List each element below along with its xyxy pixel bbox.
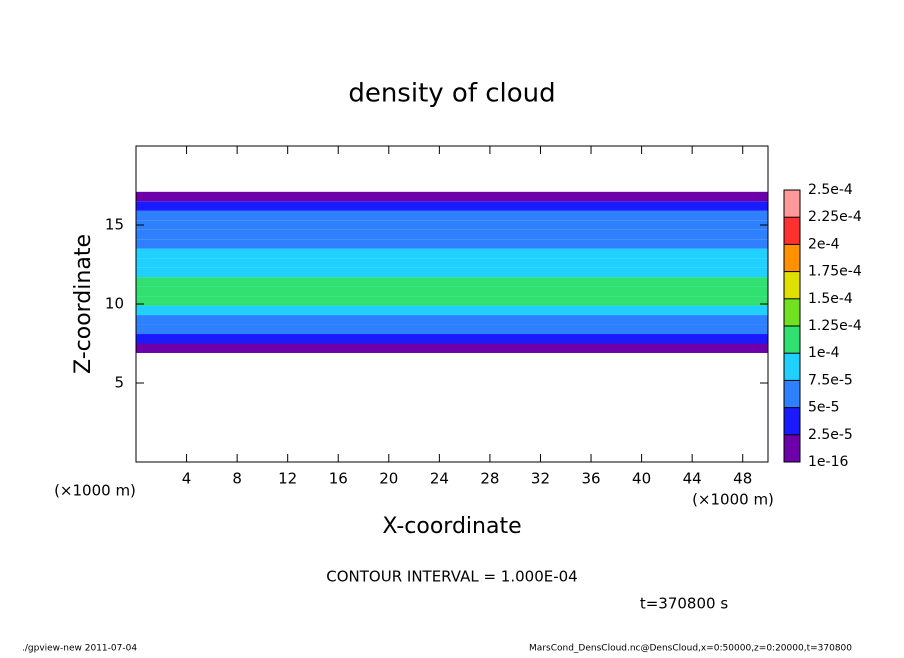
colorbar-label: 1.5e-4 [808, 291, 853, 307]
y-tick-label: 15 [105, 216, 124, 234]
y-axis-label: Z-coordinate [71, 234, 96, 374]
density-band [136, 324, 768, 335]
density-band [136, 248, 768, 259]
density-band [136, 286, 768, 297]
colorbar-label: 2.5e-5 [808, 427, 853, 443]
colorbar-label: 1.75e-4 [808, 264, 862, 280]
colorbar-swatch [784, 326, 800, 354]
x-tick-label: 32 [531, 470, 550, 488]
contour-note: CONTOUR INTERVAL = 1.000E-04 [326, 568, 577, 586]
colorbar-label: 7.5e-5 [808, 372, 853, 388]
colorbar-label: 1e-16 [808, 454, 848, 470]
x-tick-label: 48 [733, 470, 752, 488]
colorbar-swatch [784, 244, 800, 272]
density-band [136, 201, 768, 211]
y-unit: (×1000 m) [54, 482, 136, 500]
density-band [136, 305, 768, 316]
colorbar-label: 5e-5 [808, 400, 839, 416]
density-band [136, 210, 768, 221]
density-band [136, 229, 768, 240]
x-tick-label: 36 [581, 470, 600, 488]
x-tick-label: 44 [683, 470, 702, 488]
colorbar-swatch [784, 271, 800, 299]
x-tick-label: 8 [232, 470, 242, 488]
density-band [136, 220, 768, 230]
chart-title: density of cloud [348, 79, 555, 109]
x-tick-label: 40 [632, 470, 651, 488]
density-band [136, 277, 768, 287]
density-band [136, 334, 768, 344]
colorbar-label: 1e-4 [808, 345, 840, 361]
x-tick-label: 24 [430, 470, 449, 488]
density-band [136, 267, 768, 278]
density-band [136, 258, 768, 268]
colorbar-swatch [784, 190, 800, 218]
time-label: t=370800 s [640, 595, 728, 613]
footer-right: MarsCond_DensCloud.nc@DensCloud,x=0:5000… [529, 644, 852, 654]
x-tick-label: 28 [480, 470, 499, 488]
colorbar-label: 1.25e-4 [808, 318, 862, 334]
y-tick-label: 10 [105, 295, 124, 313]
colorbar-swatch [784, 407, 800, 435]
y-tick-label: 5 [114, 374, 124, 392]
colorbar-label: 2e-4 [808, 236, 840, 252]
density-band [136, 343, 768, 353]
footer-left: ./gpview-new 2011-07-04 [22, 644, 137, 654]
density-band [136, 191, 768, 202]
colorbar-swatch [784, 298, 800, 326]
x-tick-label: 4 [182, 470, 192, 488]
colorbar-swatch [784, 217, 800, 245]
colorbar-swatch [784, 380, 800, 408]
x-tick-label: 12 [278, 470, 297, 488]
colorbar-label: 2.5e-4 [808, 182, 853, 198]
density-band [136, 239, 768, 249]
density-band [136, 315, 768, 325]
density-band [136, 296, 768, 306]
colorbar-swatch [784, 353, 800, 381]
x-tick-label: 16 [329, 470, 348, 488]
x-axis-label: X-coordinate [382, 514, 521, 539]
colorbar-swatch [784, 434, 800, 462]
colorbar-label: 2.25e-4 [808, 209, 862, 225]
x-unit: (×1000 m) [692, 491, 774, 509]
x-tick-label: 20 [379, 470, 398, 488]
